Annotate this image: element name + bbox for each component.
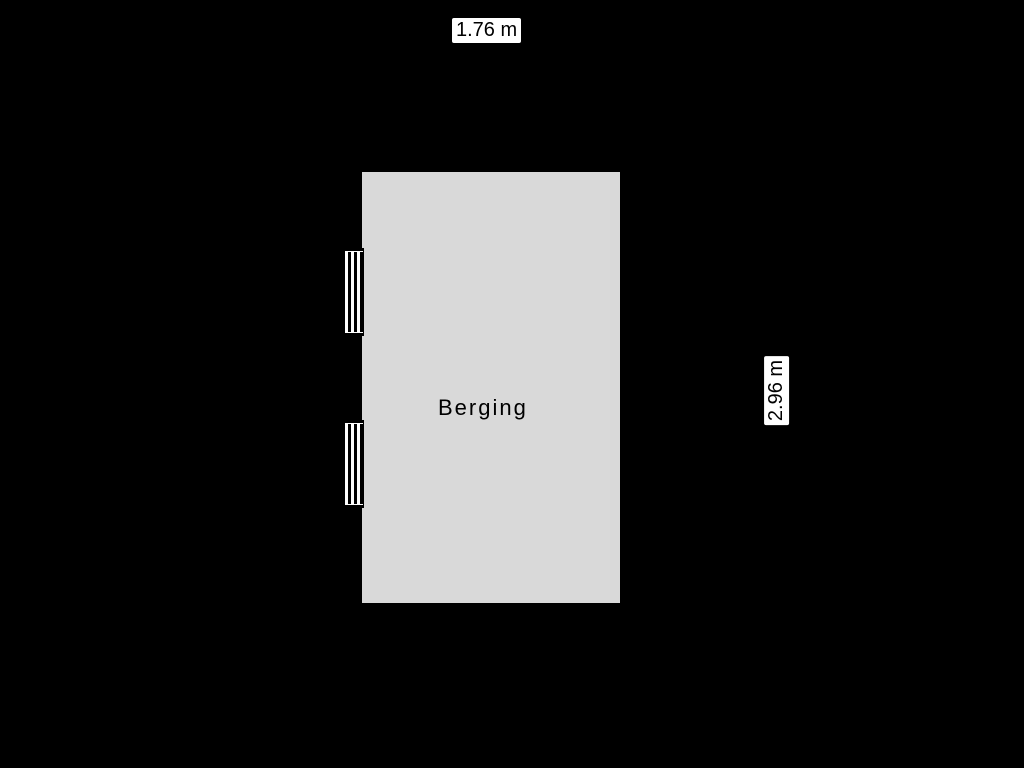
room-berging [360, 170, 622, 605]
dimension-height: 2.96 m [764, 356, 789, 425]
dimension-width: 1.76 m [452, 18, 521, 43]
room-label: Berging [438, 395, 528, 421]
shelf-fixture [344, 248, 364, 336]
shelf-fixture [344, 420, 364, 508]
